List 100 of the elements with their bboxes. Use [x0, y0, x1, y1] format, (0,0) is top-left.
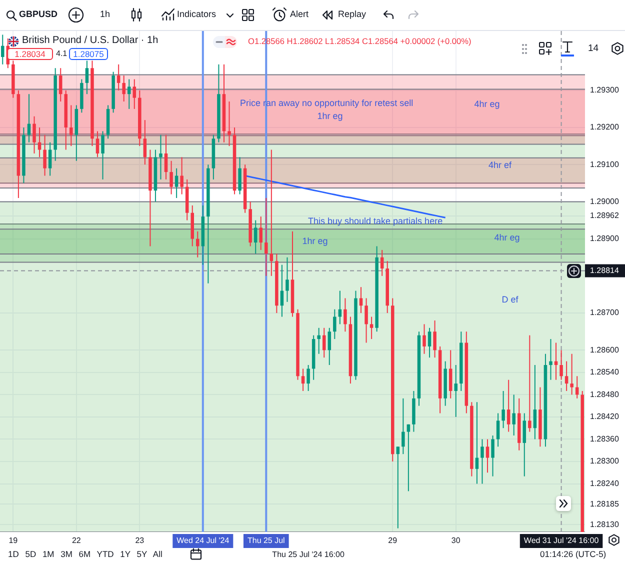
candlestick — [491, 435, 494, 477]
candlestick — [238, 156, 242, 195]
band-label: 4hr eg — [494, 232, 520, 242]
candlestick — [264, 198, 268, 276]
x-tick-label: 23 — [135, 536, 145, 546]
candlestick — [1, 34, 4, 65]
annotation: 1.28075 — [73, 48, 104, 59]
text: Replay — [338, 9, 366, 20]
annotation: This buy should take partials here — [308, 216, 443, 226]
candlestick — [228, 101, 231, 147]
annotation: 1.28034 — [14, 48, 46, 59]
x-tick-label: 19 — [8, 536, 18, 546]
candlestick — [101, 130, 104, 180]
candlestick — [433, 320, 436, 358]
band-label: 1hr eg — [302, 236, 328, 246]
candlestick — [549, 338, 552, 380]
band-label: 1hr eg — [317, 111, 343, 122]
x-tick-label: 22 — [72, 536, 82, 546]
y-tick-label: 1.28900 — [590, 234, 620, 244]
candlestick — [317, 327, 320, 354]
candlestick — [338, 290, 342, 325]
x-tick-label: 29 — [388, 536, 398, 546]
text: 1D 5D 1M 3M 6M YTD 1Y 5Y All — [8, 549, 162, 560]
candlestick — [564, 360, 568, 392]
candlestick — [280, 264, 284, 318]
y-tick-label: 1.29200 — [590, 122, 620, 132]
candlestick — [58, 68, 62, 102]
candlestick — [502, 390, 505, 429]
candlestick — [43, 134, 46, 176]
candlestick — [448, 350, 452, 399]
candlestick — [422, 324, 426, 354]
candlestick — [333, 308, 336, 340]
candlestick — [402, 398, 405, 455]
candlestick — [512, 394, 516, 436]
candlestick — [328, 327, 332, 366]
candlestick — [533, 364, 537, 440]
y-tick-label: 1.28540 — [590, 368, 620, 377]
candlestick — [116, 64, 120, 91]
x-tick-label: Wed 31 Jul '24 16:00 — [524, 536, 600, 546]
candlestick — [85, 60, 89, 95]
y-tick-label: 1.29000 — [590, 196, 620, 206]
buy-price-button: 1.28075 — [69, 48, 108, 60]
candlestick — [359, 286, 363, 314]
x-tick-label: Thu 25 Jul '24 16:00 — [272, 550, 345, 560]
y-tick-label: 1.28962 — [590, 211, 620, 220]
candlestick — [522, 412, 526, 477]
y-tick-label: 1.28600 — [590, 345, 620, 354]
candlestick — [127, 78, 131, 110]
candlestick — [180, 156, 184, 195]
y-tick-label: 1.28480 — [590, 390, 620, 399]
y-tick-label: 1.28240 — [590, 478, 620, 488]
candlestick — [306, 364, 310, 392]
candlestick — [259, 216, 263, 250]
candlestick — [174, 168, 178, 198]
candlestick — [528, 334, 532, 432]
candlestick — [506, 379, 510, 432]
candlestick — [380, 249, 384, 276]
candlestick — [143, 120, 147, 166]
candlestick — [32, 116, 36, 154]
candlestick — [364, 298, 368, 344]
band-label: D ef — [502, 294, 519, 304]
candlestick — [38, 126, 42, 158]
candlestick — [270, 149, 274, 276]
y-tick-label: 1.28420 — [590, 412, 620, 422]
candlestick — [454, 364, 458, 418]
candlestick — [122, 75, 126, 102]
text: 1h — [100, 9, 110, 20]
candlestick — [406, 424, 410, 492]
text: Alert — [290, 9, 309, 20]
x-tick-label: Thu 25 Jul — [247, 536, 286, 546]
y-tick-label: 1.28360 — [590, 434, 620, 444]
candlestick — [370, 316, 374, 340]
candlestick — [396, 446, 400, 529]
candlestick — [286, 256, 289, 302]
text: 14 — [588, 43, 599, 54]
text: 01:14:26 (UTC-5) — [540, 549, 606, 560]
text: Indicators — [177, 9, 216, 20]
y-tick-label: 1.29100 — [590, 160, 620, 169]
candlestick — [132, 78, 136, 110]
sell-price-button: 1.28034 — [7, 48, 53, 60]
x-tick-label: Wed 24 Jul '24 — [176, 536, 230, 546]
x-tick-label: 30 — [451, 536, 461, 546]
ref-line-label: 1.28814 — [590, 266, 620, 275]
band-label: 4hr eg — [474, 98, 500, 109]
candlestick — [475, 402, 479, 484]
candlestick — [164, 134, 168, 180]
candlestick — [196, 230, 200, 258]
candlestick — [301, 368, 305, 392]
candlestick — [27, 94, 31, 143]
chart-title: British Pound / U.S. Dollar · 1h — [22, 35, 158, 46]
y-tick-label: 1.28185 — [590, 499, 620, 508]
y-tick-label: 1.28300 — [590, 456, 620, 466]
candlestick — [48, 142, 52, 176]
candlestick — [170, 160, 173, 195]
y-tick-label: 1.28130 — [590, 520, 620, 529]
band-label: 4hr ef — [488, 160, 512, 170]
text: GBPUSD — [19, 9, 58, 20]
annotation: 4.1 — [56, 49, 68, 59]
candlestick — [496, 412, 500, 448]
candlestick — [560, 350, 563, 380]
